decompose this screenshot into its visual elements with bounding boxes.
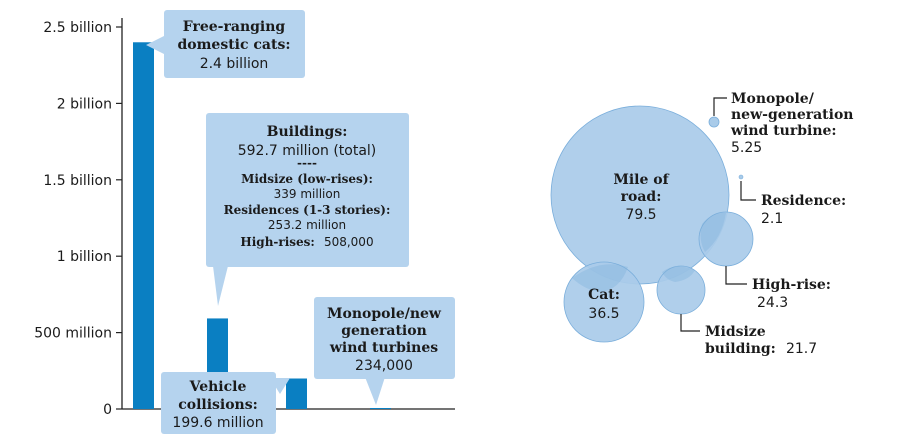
callout-cats-title-1: Free-ranging <box>183 19 286 35</box>
bubble-cat <box>563 261 645 343</box>
callout-turbines-title-2: generation <box>341 323 427 339</box>
callout-vehicles-title-1: Vehicle <box>189 379 247 395</box>
callout-buildings-highrise-value: 508,000 <box>324 235 374 249</box>
callout-cats-value: 2.4 billion <box>200 56 269 72</box>
y-tick-label: 2.5 billion <box>43 20 112 36</box>
callout-buildings-highrise-label: High-rises: <box>240 235 314 249</box>
turbine-value: 5.25 <box>731 140 762 156</box>
road-label-2: road: <box>621 189 662 205</box>
callout-cats: Free-ranging domestic cats: 2.4 billion <box>146 10 305 78</box>
callout-buildings-title: Buildings: <box>267 124 348 140</box>
callout-buildings-pointer <box>213 266 228 306</box>
callout-buildings-highrise: High-rises: 508,000 <box>240 231 373 250</box>
y-tick-label: 1 billion <box>57 249 112 265</box>
road-label-1: Mile of <box>613 172 669 188</box>
overlap-road-cat <box>572 264 628 292</box>
callout-turbines: Monopole/new generation wind turbines 23… <box>314 297 455 405</box>
leader-residence <box>740 181 756 201</box>
callout-buildings: Buildings: 592.7 million (total) ---- Mi… <box>206 113 409 306</box>
callout-vehicles-title-2: collisions: <box>178 397 258 413</box>
callout-vehicles-value: 199.6 million <box>172 415 263 431</box>
overlap-road-midsize <box>662 266 695 282</box>
overlap-road-highrise <box>700 212 726 252</box>
callout-buildings-box <box>206 113 409 267</box>
residence-label: Residence: <box>761 193 846 209</box>
highrise-value: 24.3 <box>757 295 788 311</box>
callout-turbines-pointer <box>365 377 385 405</box>
y-tick-label: 500 million <box>34 326 112 342</box>
callout-cats-pointer <box>146 35 166 55</box>
callout-turbines-box <box>314 297 455 379</box>
leader-turbine <box>713 97 727 116</box>
callout-turbines-title-3: wind turbines <box>329 340 438 356</box>
callout-buildings-midsize-value: 339 million <box>274 187 341 201</box>
callout-buildings-midsize-label: Midsize (low-rises): <box>241 172 373 186</box>
midsize-label: building: 21.7 <box>705 338 817 357</box>
bar-chart: 0 500 million 1 billion 1.5 billion 2 billio… <box>34 10 455 434</box>
cat-label: Cat: <box>588 287 620 303</box>
callout-buildings-residences-label: Residences (1-3 stories): <box>224 203 391 217</box>
bar-2 <box>286 378 307 409</box>
residence-value: 2.1 <box>761 211 783 227</box>
leader-midsize <box>680 314 700 332</box>
callout-cats-title-2: domestic cats: <box>177 37 290 53</box>
callout-buildings-total: 592.7 million (total) <box>238 143 377 159</box>
y-ticks: 0 500 million 1 billion 1.5 billion 2 billio… <box>34 20 122 418</box>
leader-highrise <box>725 266 747 285</box>
bubble-chart: Mile of road: 79.5 Cat: 36.5 Monopole/ n… <box>550 91 853 357</box>
y-tick-label: 1.5 billion <box>43 173 112 189</box>
bubble-residence <box>738 174 744 180</box>
callout-vehicles: Vehicle collisions: 199.6 million <box>161 372 290 434</box>
turbine-label-2: new-generation <box>731 107 853 123</box>
y-tick-label: 0 <box>103 402 112 418</box>
highrise-label: High-rise: <box>752 277 831 293</box>
midsize-label-1: Midsize <box>705 324 766 340</box>
turbine-label-1: Monopole/ <box>731 91 815 107</box>
callout-vehicles-box <box>161 372 276 434</box>
turbine-label-3: wind turbine: <box>730 123 837 139</box>
callout-cats-box <box>164 10 305 78</box>
midsize-value: 21.7 <box>786 341 817 357</box>
bubble-turbine <box>708 116 720 128</box>
bar-0 <box>133 42 154 409</box>
callout-buildings-residences-value: 253.2 million <box>268 218 346 232</box>
cat-value: 36.5 <box>588 306 619 322</box>
callout-buildings-divider: ---- <box>297 156 317 170</box>
midsize-label-2: building: <box>705 341 776 357</box>
callout-turbines-value: 234,000 <box>355 358 413 374</box>
bar-3 <box>370 408 391 409</box>
y-tick-label: 2 billion <box>57 96 112 112</box>
callout-turbines-title-1: Monopole/new <box>327 306 442 322</box>
road-value: 79.5 <box>625 207 656 223</box>
